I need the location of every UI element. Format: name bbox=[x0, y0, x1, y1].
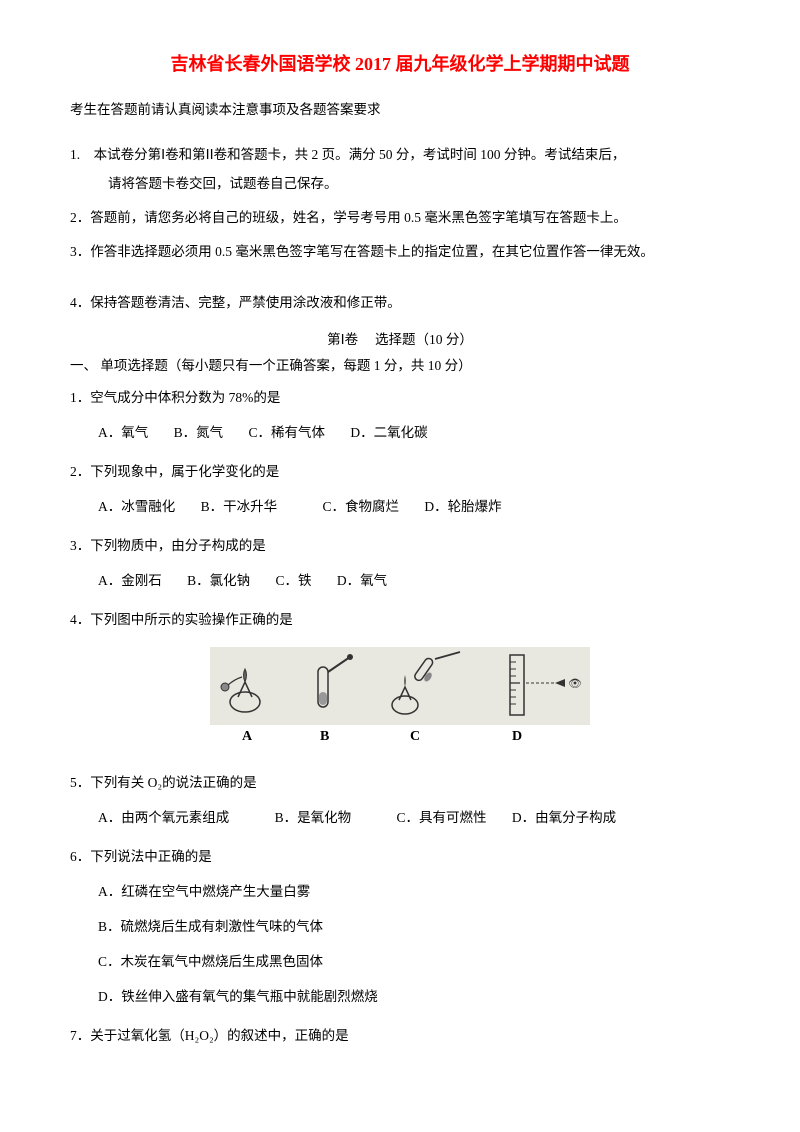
q3-option-b: B．氯化钠 bbox=[187, 567, 250, 594]
q5-option-a: A．由两个氧元素组成 bbox=[98, 804, 229, 831]
q6-option-c: C．木炭在氧气中燃烧后生成黑色固体 bbox=[98, 948, 730, 975]
question-5-text: 5．下列有关 O₂的说法正确的是 bbox=[70, 769, 730, 796]
question-4-text: 4．下列图中所示的实验操作正确的是 bbox=[70, 606, 730, 633]
q1-option-a: A．氧气 bbox=[98, 419, 148, 446]
svg-text:👁: 👁 bbox=[568, 678, 582, 690]
question-6: 6．下列说法中正确的是 A．红磷在空气中燃烧产生大量白雾 B．硫燃烧后生成有刺激… bbox=[70, 843, 730, 1010]
question-7-text: 7．关于过氧化氢（H₂O₂）的叙述中，正确的是 bbox=[70, 1022, 730, 1049]
q6-option-b: B．硫燃烧后生成有刺激性气味的气体 bbox=[98, 913, 730, 940]
q2-option-c: C．食物腐烂 bbox=[323, 493, 400, 520]
diagram-label-a: A bbox=[242, 729, 253, 742]
diagram-label-c: C bbox=[410, 729, 420, 742]
lab-operations-diagram: 👁 A B C D bbox=[210, 647, 590, 742]
q5-option-b: B．是氧化物 bbox=[275, 804, 352, 831]
q1-option-c: C．稀有气体 bbox=[249, 419, 326, 446]
question-2-text: 2．下列现象中，属于化学变化的是 bbox=[70, 458, 730, 485]
question-2: 2．下列现象中，属于化学变化的是 A．冰雪融化 B．干冰升华 C．食物腐烂 D．… bbox=[70, 458, 730, 520]
exam-title: 吉林省长春外国语学校 2017 届九年级化学上学期期中试题 bbox=[70, 55, 730, 73]
q5-option-c: C．具有可燃性 bbox=[397, 804, 487, 831]
question-3-text: 3．下列物质中，由分子构成的是 bbox=[70, 532, 730, 559]
question-1: 1．空气成分中体积分数为 78%的是 A．氧气 B．氮气 C．稀有气体 D．二氧… bbox=[70, 384, 730, 446]
section-1-header: 第Ⅰ卷 选择题（10 分） bbox=[70, 333, 730, 347]
instruction-1-line2: 请将答题卡卷交回，试题卷自己保存。 bbox=[70, 169, 730, 199]
question-7: 7．关于过氧化氢（H₂O₂）的叙述中，正确的是 bbox=[70, 1022, 730, 1049]
q5-option-d: D．由氧分子构成 bbox=[512, 804, 616, 831]
question-1-text: 1．空气成分中体积分数为 78%的是 bbox=[70, 384, 730, 411]
q6-option-d: D．铁丝伸入盛有氧气的集气瓶中就能剧烈燃烧 bbox=[98, 983, 730, 1010]
question-5-options: A．由两个氧元素组成 B．是氧化物 C．具有可燃性 D．由氧分子构成 bbox=[70, 804, 730, 831]
instruction-2: 2．答题前，请您务必将自己的班级，姓名，学号考号用 0.5 毫米黑色签字笔填写在… bbox=[70, 203, 730, 233]
q3-option-d: D．氧气 bbox=[337, 567, 387, 594]
question-4: 4．下列图中所示的实验操作正确的是 bbox=[70, 606, 730, 751]
preamble: 考生在答题前请认真阅读本注意事项及各题答案要求 bbox=[70, 95, 730, 125]
instruction-1-line1: 1. 本试卷分第Ⅰ卷和第ⅠⅠ卷和答题卡，共 2 页。满分 50 分，考试时间 1… bbox=[70, 147, 625, 162]
instruction-4: 4．保持答题卷清洁、完整，严禁使用涂改液和修正带。 bbox=[70, 288, 730, 318]
q3-option-c: C．铁 bbox=[276, 567, 312, 594]
diagram-label-b: B bbox=[320, 729, 329, 742]
instruction-1: 1. 本试卷分第Ⅰ卷和第ⅠⅠ卷和答题卡，共 2 页。满分 50 分，考试时间 1… bbox=[70, 140, 730, 199]
q1-option-b: B．氮气 bbox=[174, 419, 224, 446]
question-5: 5．下列有关 O₂的说法正确的是 A．由两个氧元素组成 B．是氧化物 C．具有可… bbox=[70, 769, 730, 831]
q3-option-a: A．金刚石 bbox=[98, 567, 162, 594]
section-1-title: 一、 单项选择题（每小题只有一个正确答案，每题 1 分，共 10 分） bbox=[70, 359, 730, 373]
question-3-options: A．金刚石 B．氯化钠 C．铁 D．氧气 bbox=[70, 567, 730, 594]
question-3: 3．下列物质中，由分子构成的是 A．金刚石 B．氯化钠 C．铁 D．氧气 bbox=[70, 532, 730, 594]
question-1-options: A．氧气 B．氮气 C．稀有气体 D．二氧化碳 bbox=[70, 419, 730, 446]
q2-option-a: A．冰雪融化 bbox=[98, 493, 175, 520]
diagram-label-d: D bbox=[512, 729, 522, 742]
q2-option-d: D．轮胎爆炸 bbox=[424, 493, 501, 520]
q6-option-a: A．红磷在空气中燃烧产生大量白雾 bbox=[98, 878, 730, 905]
question-6-text: 6．下列说法中正确的是 bbox=[70, 843, 730, 870]
question-4-diagram: 👁 A B C D bbox=[70, 647, 730, 751]
instruction-3: 3．作答非选择题必须用 0.5 毫米黑色签字笔写在答题卡上的指定位置，在其它位置… bbox=[70, 237, 730, 267]
q2-option-b: B．干冰升华 bbox=[201, 493, 278, 520]
q1-option-d: D．二氧化碳 bbox=[350, 419, 427, 446]
question-6-options: A．红磷在空气中燃烧产生大量白雾 B．硫燃烧后生成有刺激性气味的气体 C．木炭在… bbox=[70, 878, 730, 1010]
question-2-options: A．冰雪融化 B．干冰升华 C．食物腐烂 D．轮胎爆炸 bbox=[70, 493, 730, 520]
